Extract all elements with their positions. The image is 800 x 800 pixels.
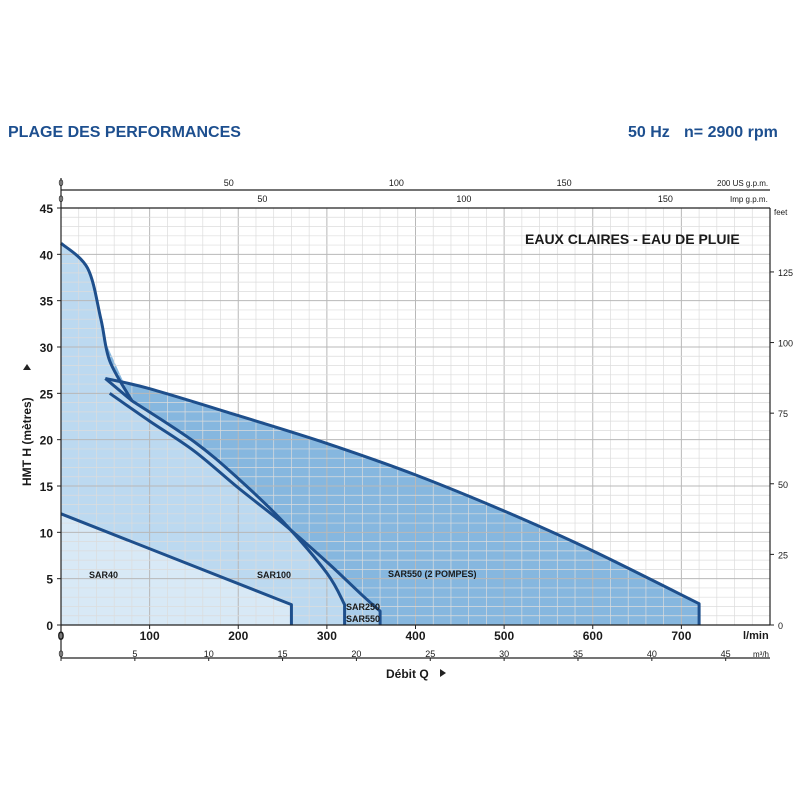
x-tick-label: 200: [228, 629, 248, 643]
sar40-label: SAR40: [89, 570, 118, 580]
frequency-label: 50 Hz: [628, 124, 670, 141]
feet-tick-label: 0: [778, 621, 783, 631]
x-tick-label: 500: [494, 629, 514, 643]
curve-layer: [59, 242, 701, 625]
m3h-tick-label: 30: [499, 649, 509, 659]
feet-unit-label: feet: [774, 208, 788, 217]
imp-gpm-tick-label: 50: [257, 194, 267, 204]
us-gpm-tick-label: 0: [58, 178, 63, 188]
chart-title: EAUX CLAIRES - EAU DE PLUIE: [525, 231, 740, 247]
m3h-tick-label: 5: [132, 649, 137, 659]
y-tick-label: 45: [40, 202, 54, 216]
imp-gpm-tick-label: 150: [658, 194, 673, 204]
y-tick-label: 15: [40, 480, 54, 494]
axes-layer: [57, 178, 774, 661]
x-tick-label: 400: [405, 629, 425, 643]
m3h-tick-label: 25: [425, 649, 435, 659]
sar100-label: SAR100: [257, 570, 291, 580]
m3h-tick-label: 0: [58, 649, 63, 659]
sar550-2pompes-start: [104, 377, 133, 402]
y-tick-label: 10: [40, 526, 54, 540]
imp-gpm-tick-label: 0: [58, 194, 63, 204]
x-unit-label: l/min: [743, 630, 769, 642]
x-tick-label: 700: [671, 629, 691, 643]
feet-tick-label: 100: [778, 339, 793, 349]
m3h-tick-label: 20: [351, 649, 361, 659]
y-tick-label: 25: [40, 387, 54, 401]
x-axis-arrow-icon: [440, 669, 446, 677]
sar100-curve: [59, 242, 347, 625]
y-tick-label: 35: [40, 295, 54, 309]
y-tick-label: 5: [46, 573, 53, 587]
feet-tick-label: 50: [778, 480, 788, 490]
m3h-tick-label: 35: [573, 649, 583, 659]
y-tick-label: 0: [46, 619, 53, 633]
feet-tick-label: 25: [778, 550, 788, 560]
speed-label: n= 2900 rpm: [684, 124, 778, 141]
sar250-label: SAR250: [346, 602, 380, 612]
imp-gpm-tick-label: 100: [456, 194, 471, 204]
page-title: PLAGE DES PERFORMANCES: [8, 124, 241, 141]
y-tick-label: 30: [40, 341, 54, 355]
feet-tick-label: 75: [778, 409, 788, 419]
sar550-2pompes-label: SAR550 (2 POMPES): [388, 569, 477, 579]
x-tick-label: 600: [583, 629, 603, 643]
y-axis-arrow-icon: [23, 364, 31, 370]
m3h-tick-label: 45: [721, 649, 731, 659]
us-gpm-tick-label: 100: [389, 178, 404, 188]
us-gpm-tick-label: 50: [224, 178, 234, 188]
y-tick-label: 40: [40, 248, 54, 262]
x-tick-label: 300: [317, 629, 337, 643]
feet-tick-label: 125: [778, 268, 793, 278]
imp-gpm-unit-label: Imp g.p.m.: [730, 195, 768, 204]
sar550-label: SAR550: [346, 614, 380, 624]
sar250-curve: [108, 392, 382, 625]
us-gpm-tick-label: 150: [557, 178, 572, 188]
m3h-tick-label: 15: [278, 649, 288, 659]
grid-layer: [60, 207, 771, 626]
m3h-tick-label: 40: [647, 649, 657, 659]
sar550-2pompes-curve: [104, 377, 701, 625]
sar40-curve: [60, 512, 293, 625]
x-axis-label: Débit Q: [386, 667, 429, 681]
m3h-unit-label: m³/h: [753, 650, 769, 659]
x-tick-label: 100: [140, 629, 160, 643]
x-tick-label: 0: [58, 629, 65, 643]
us-gpm-unit-label: 200 US g.p.m.: [717, 179, 768, 188]
y-tick-label: 20: [40, 434, 54, 448]
y-axis-label: HMT H (mètres): [20, 397, 34, 486]
m3h-tick-label: 10: [204, 649, 214, 659]
